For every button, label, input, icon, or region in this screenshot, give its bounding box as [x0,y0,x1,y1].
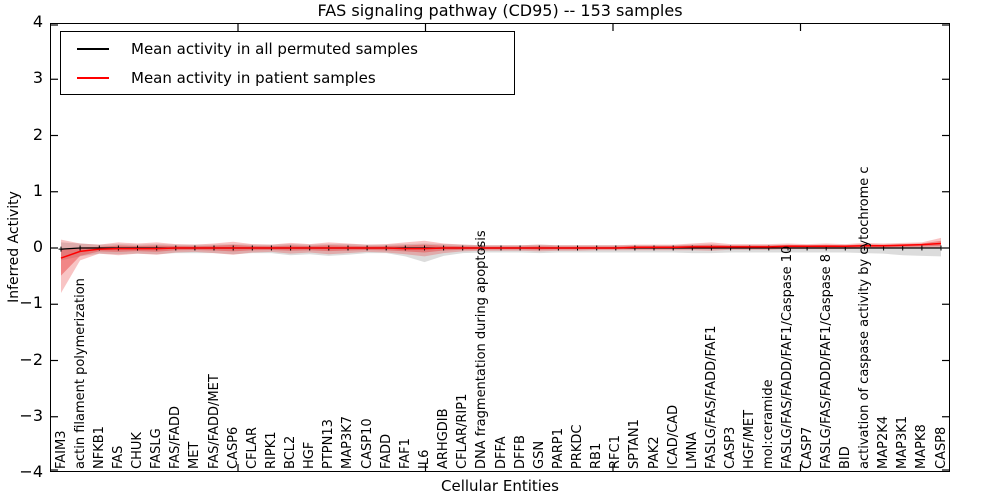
x-tick-label: actin filament polymerization [72,278,88,469]
legend: Mean activity in all permuted samples Me… [60,31,515,95]
x-tick-label: FADD [378,433,394,469]
legend-item-permuted: Mean activity in all permuted samples [61,38,514,60]
x-axis-label: Cellular Entities [441,477,559,495]
legend-line-black-icon [77,47,109,50]
x-tick-label: LMNA [684,431,700,469]
x-tick-label: DFFB [512,435,528,469]
x-tick-label: BCL2 [283,435,299,469]
x-tick-label: CHUK [130,432,146,469]
y-tick-label: 2 [32,124,43,144]
x-tick-label: FAIM3 [53,430,69,470]
x-tick-label: DFFA [493,436,509,469]
legend-line-red-icon [77,76,109,79]
x-tick-label: NFKB1 [91,426,107,469]
x-tick-label: RFC1 [608,435,624,469]
x-tick-label: MET [187,441,203,469]
x-tick-label: BID [837,446,853,469]
y-tick-label: 0 [32,237,43,256]
x-tick-label: PAK2 [646,436,662,469]
x-tick-label: FAS [110,445,126,469]
x-tick-label: FASLG/FAS/FADD/FAF1/Caspase 8 [818,253,834,469]
x-tick-label: GSN [531,440,547,469]
x-tick-label: FASLG/FAS/FADD/FAF1/Caspase 10 [780,245,796,469]
plot-area [50,23,950,472]
x-tick-label: CASP8 [933,426,949,469]
x-tick-label: CASP10 [359,418,375,469]
x-tick-label: CASP3 [723,426,739,469]
x-tick-label: HGF [302,441,318,469]
x-tick-label: PTPN13 [321,419,337,469]
x-tick-label: mol:ceramide [761,379,777,469]
x-tick-label: FAS/FADD [168,405,184,469]
x-tick-label: MAPK8 [914,424,930,469]
y-tick-label: −4 [19,462,43,481]
y-tick-label: −2 [19,349,43,369]
chart-title: FAS signaling pathway (CD95) -- 153 samp… [317,1,683,20]
x-tick-label: CASP6 [225,426,241,469]
chart-canvas [51,24,949,471]
x-tick-label: IL6 [416,449,432,469]
legend-label: Mean activity in all permuted samples [131,39,418,58]
x-tick-label: HGF/MET [742,409,758,469]
y-tick-label: 1 [32,180,43,200]
legend-item-patient: Mean activity in patient samples [61,67,514,89]
x-tick-label: RIPK1 [263,431,279,469]
x-tick-label: FASLG/FAS/FADD/FAF1 [703,325,719,469]
x-tick-label: CFLAR [244,426,260,469]
y-tick-label: −1 [19,293,43,313]
x-tick-label: FAF1 [397,438,413,469]
y-tick-label: 4 [32,12,43,31]
x-tick-label: MAP3K1 [895,415,911,469]
x-tick-label: ICAD/CAD [665,404,681,469]
x-tick-label: CASP7 [799,426,815,469]
x-tick-label: MAP2K4 [876,415,892,469]
x-tick-label: DNA fragmentation during apoptosis [474,230,490,469]
y-tick-label: −3 [19,405,43,425]
x-tick-label: PARP1 [550,427,566,469]
x-tick-label: activation of caspase activity by cytoch… [856,166,872,469]
x-tick-label: MAP3K7 [340,415,356,469]
legend-label: Mean activity in patient samples [131,68,376,87]
y-tick-label: 3 [32,68,43,88]
x-tick-label: RB1 [589,442,605,469]
x-tick-label: PRKDC [570,424,586,469]
x-tick-label: ARHGDIB [436,408,452,469]
x-tick-label: CFLAR/RIP1 [455,393,471,469]
x-tick-label: FAS/FADD/MET [206,374,222,469]
x-tick-label: SPTAN1 [627,419,643,469]
x-tick-label: FASLG [149,428,165,469]
